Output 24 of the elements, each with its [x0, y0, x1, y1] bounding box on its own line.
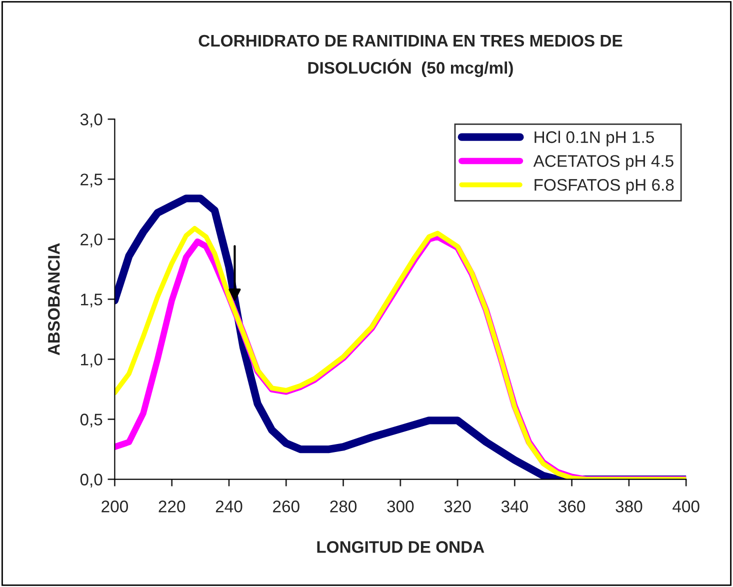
x-tick-label: 340 [501, 500, 528, 512]
x-axis-title: LONGITUD DE ONDA [317, 541, 484, 553]
y-tick-label: 0,0 [80, 474, 102, 488]
x-tick-label: 240 [216, 500, 242, 512]
y-axis-title: ABSOBANCIA [48, 243, 60, 356]
legend-label: ACETATOS pH 4.5 [533, 155, 674, 170]
x-tick-label: 360 [558, 500, 586, 512]
y-tick-label: 0,5 [80, 414, 102, 428]
legend-label: FOSFATOS pH 6.8 [534, 179, 674, 194]
y-tick-label: 2,5 [80, 174, 102, 188]
x-tick-label: 260 [273, 500, 300, 512]
y-tick-label: 3,0 [80, 114, 102, 128]
x-tick-label: 200 [102, 500, 128, 512]
x-tick-label: 300 [387, 500, 414, 512]
x-tick-label: 380 [616, 500, 642, 512]
y-tick-label: 1,0 [81, 354, 102, 368]
x-tick-label: 220 [158, 500, 186, 512]
y-tick-label: 2,0 [80, 234, 102, 248]
x-tick-label: 280 [330, 500, 357, 512]
y-tick-label: 1,5 [81, 294, 102, 308]
legend-label: HCl 0.1N pH 1.5 [534, 130, 654, 146]
x-tick-label: 320 [444, 500, 471, 512]
chart-title: CLORHIDRATO DE RANITIDINA EN TRES MEDIOS DE DISOLUCIÓN (50 mcg/ml) [198, 34, 622, 78]
x-tick-label: 400 [672, 500, 700, 512]
